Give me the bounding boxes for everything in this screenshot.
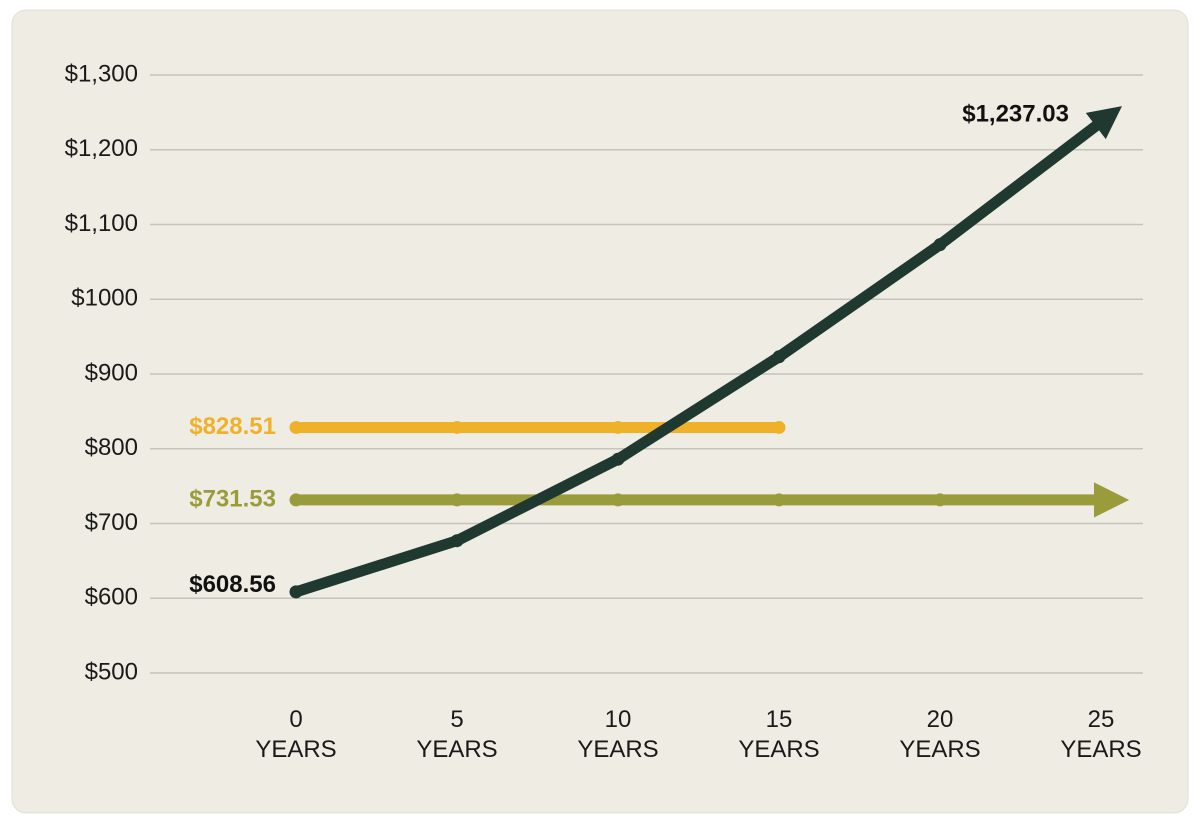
point (289, 493, 303, 507)
point (772, 493, 786, 507)
y-tick-label: $600 (85, 584, 138, 611)
point (289, 585, 303, 599)
point (933, 493, 947, 507)
x-tick-label: 5 YEARS (416, 706, 498, 763)
data-label: $731.53 (189, 485, 276, 512)
y-tick-label: $1000 (71, 285, 138, 312)
data-label: $1,237.03 (962, 100, 1069, 127)
data-label: $828.51 (189, 413, 276, 440)
point (611, 493, 625, 507)
series-line (290, 106, 1123, 598)
x-tick-label: 15 YEARS (738, 706, 820, 763)
y-tick-label: $1,300 (65, 60, 138, 87)
x-tick-label: 20 YEARS (899, 706, 981, 763)
data-label: $608.56 (189, 571, 276, 598)
y-tick-label: $1,100 (65, 210, 138, 237)
point (611, 420, 625, 434)
y-tick-label: $500 (85, 658, 138, 685)
point (289, 420, 303, 434)
card (11, 9, 1189, 814)
point (450, 534, 464, 548)
point (611, 452, 625, 466)
point (772, 420, 786, 434)
point (450, 420, 464, 434)
x-tick-label: 0 YEARS (255, 706, 337, 763)
y-tick-label: $800 (85, 434, 138, 461)
point (772, 350, 786, 364)
y-tick-label: $1,200 (65, 135, 138, 162)
point (450, 493, 464, 507)
x-tick-label: 10 YEARS (577, 706, 659, 763)
y-tick-label: $900 (85, 359, 138, 386)
x-tick-label: 25 YEARS (1060, 706, 1142, 763)
y-tick-label: $700 (85, 509, 138, 536)
point (933, 238, 947, 252)
